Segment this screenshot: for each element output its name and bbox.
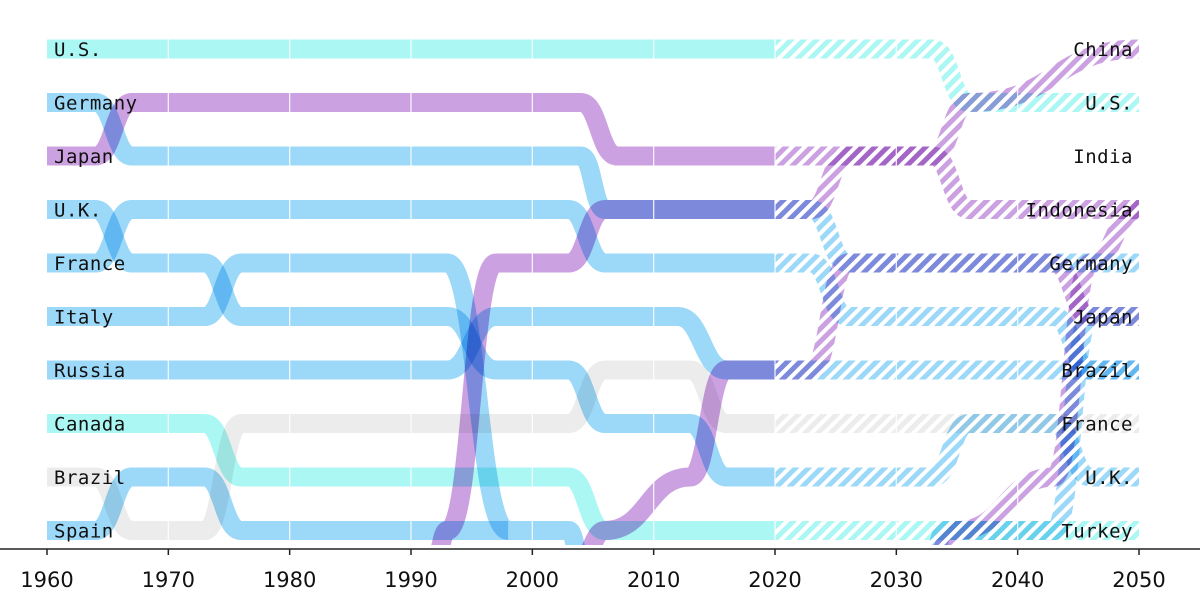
x-tick-label-1970: 1970: [142, 568, 195, 592]
left-label-rank-8: Canada: [54, 414, 126, 436]
series-line-12: [581, 253, 1139, 545]
right-label-rank-5: Germany: [1049, 253, 1133, 275]
series-line-4: [47, 200, 1139, 487]
x-tick-label-2030: 2030: [870, 568, 923, 592]
right-rank-labels: China U.S. India Indonesia Germany Japan Brazi…: [1026, 39, 1133, 543]
right-label-rank-2: U.S.: [1085, 93, 1133, 115]
left-label-rank-9: Brazil: [54, 467, 126, 489]
series-line-11: [431, 146, 1139, 545]
vertical-gridlines: [167, 0, 1019, 545]
left-rank-labels: U.S. Germany Japan U.K. France Italy Russia Can…: [54, 39, 138, 543]
series-line-10: [47, 467, 585, 545]
left-label-rank-4: U.K.: [54, 200, 102, 222]
series-line-14: [933, 200, 1141, 545]
series-line-6: [47, 253, 513, 540]
x-tick-label-2040: 2040: [991, 568, 1044, 592]
left-label-rank-2: Germany: [54, 93, 138, 115]
right-label-rank-9: U.K.: [1085, 467, 1133, 489]
x-tick-label-2050: 2050: [1112, 568, 1165, 592]
series-line-9: [47, 360, 1139, 540]
left-label-rank-5: France: [54, 253, 126, 275]
right-label-rank-1: China: [1073, 39, 1133, 61]
right-label-rank-6: Japan: [1073, 307, 1133, 329]
right-label-rank-8: France: [1061, 414, 1133, 436]
x-tick-label-1980: 1980: [263, 568, 316, 592]
left-label-rank-3: Japan: [54, 146, 114, 168]
series-line-7: [47, 307, 1139, 380]
right-label-rank-4: Indonesia: [1026, 200, 1133, 222]
x-tick-label-2010: 2010: [627, 568, 680, 592]
x-tick-label-2020: 2020: [748, 568, 801, 592]
right-label-rank-10: Turkey: [1061, 521, 1133, 543]
x-axis-ticks: 1960 1970 1980 1990 2000 2010 2020 2030 2040 2050: [20, 549, 1166, 592]
left-label-rank-1: U.S.: [54, 39, 102, 61]
series-line-2: [47, 39, 1140, 166]
x-tick-label-1990: 1990: [384, 568, 437, 592]
right-label-rank-3: India: [1073, 146, 1133, 168]
x-tick-label-2000: 2000: [506, 568, 559, 592]
left-label-rank-10: Spain: [54, 521, 114, 543]
left-label-rank-7: Russia: [54, 360, 126, 382]
left-label-rank-6: Italy: [54, 307, 114, 329]
right-label-rank-7: Brazil: [1061, 360, 1133, 382]
plot-area: [47, 0, 1141, 545]
series-lines: [47, 39, 1141, 545]
x-tick-label-1960: 1960: [20, 568, 73, 592]
